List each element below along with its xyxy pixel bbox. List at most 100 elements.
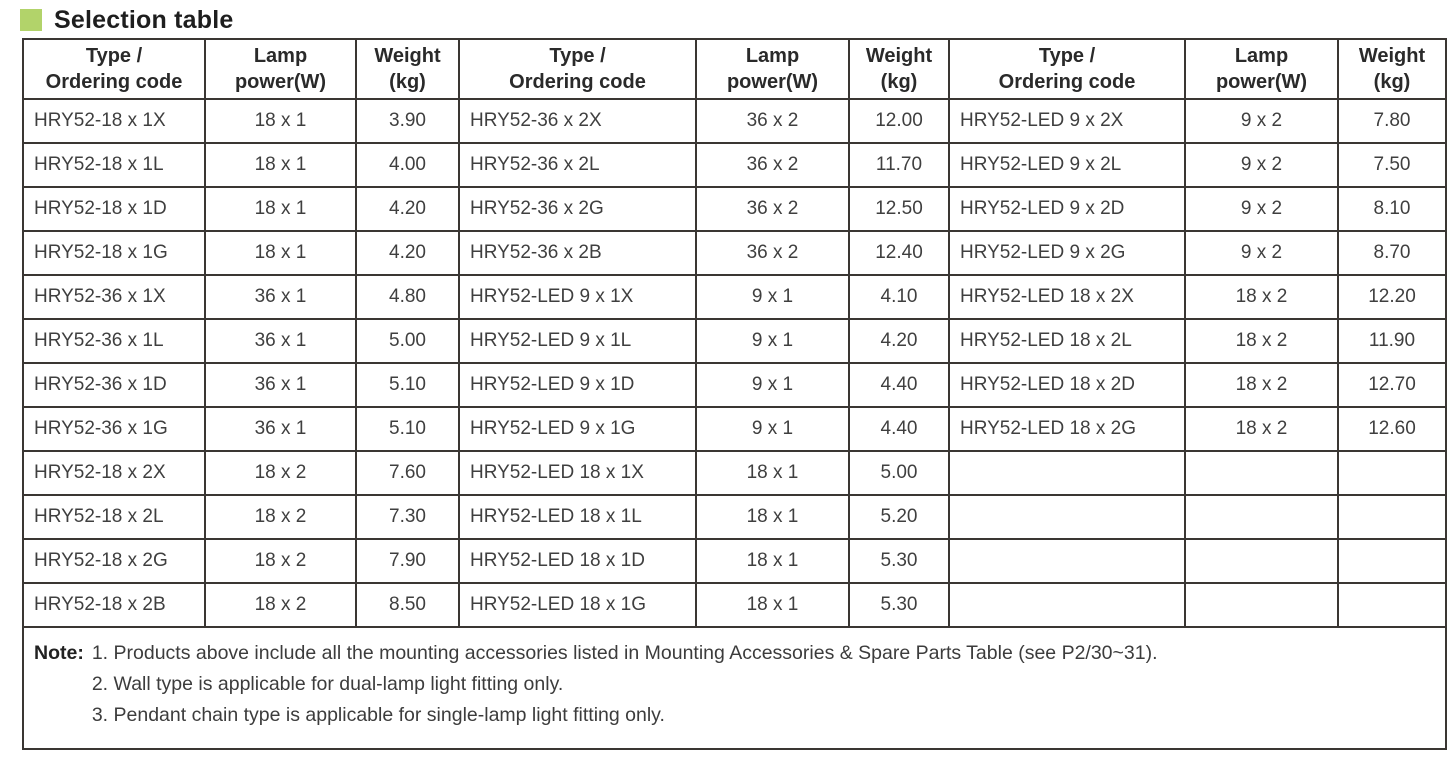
cell-ordering-code: HRY52-LED 18 x 2G — [948, 406, 1186, 452]
cell-weight — [1337, 450, 1447, 496]
column-header-weight: Weight (kg) — [848, 38, 950, 100]
cell-weight: 5.00 — [355, 318, 460, 364]
cell-ordering-code: HRY52-LED 18 x 2L — [948, 318, 1186, 364]
cell-weight: 5.10 — [355, 406, 460, 452]
cell-ordering-code: HRY52-LED 18 x 1X — [458, 450, 697, 496]
cell-lamp-power: 18 x 1 — [204, 98, 357, 144]
cell-ordering-code: HRY52-36 x 1X — [22, 274, 206, 320]
cell-lamp-power: 9 x 1 — [695, 318, 850, 364]
cell-weight: 8.70 — [1337, 230, 1447, 276]
cell-lamp-power: 36 x 2 — [695, 230, 850, 276]
cell-weight: 4.80 — [355, 274, 460, 320]
cell-ordering-code: HRY52-LED 9 x 1G — [458, 406, 697, 452]
cell-weight: 5.20 — [848, 494, 950, 540]
selection-table-header: Type / Ordering code Lamp power(W) Weight … — [22, 38, 1447, 100]
cell-lamp-power: 18 x 1 — [204, 186, 357, 232]
table-row: HRY52-18 x 2X 18 x 2 7.60 HRY52-LED 18 x 1X… — [22, 450, 1447, 496]
cell-weight: 5.10 — [355, 362, 460, 408]
cell-ordering-code: HRY52-LED 18 x 1G — [458, 582, 697, 628]
cell-lamp-power — [1184, 494, 1339, 540]
cell-weight: 7.30 — [355, 494, 460, 540]
cell-lamp-power: 18 x 1 — [695, 582, 850, 628]
cell-ordering-code: HRY52-18 x 2B — [22, 582, 206, 628]
cell-ordering-code: HRY52-LED 9 x 2G — [948, 230, 1186, 276]
cell-lamp-power: 9 x 2 — [1184, 230, 1339, 276]
cell-weight: 12.60 — [1337, 406, 1447, 452]
cell-weight: 4.20 — [848, 318, 950, 364]
cell-weight — [1337, 582, 1447, 628]
column-header-type: Type / Ordering code — [458, 38, 697, 100]
cell-ordering-code: HRY52-LED 9 x 2L — [948, 142, 1186, 188]
cell-weight: 7.90 — [355, 538, 460, 584]
cell-lamp-power — [1184, 538, 1339, 584]
cell-lamp-power: 18 x 2 — [1184, 406, 1339, 452]
cell-ordering-code: HRY52-18 x 2L — [22, 494, 206, 540]
cell-lamp-power: 18 x 1 — [204, 142, 357, 188]
cell-ordering-code: HRY52-LED 9 x 2X — [948, 98, 1186, 144]
table-row: HRY52-18 x 1X 18 x 1 3.90 HRY52-36 x 2X 36 x… — [22, 98, 1447, 144]
selection-table-footer: Note: 1. Products above include all the … — [22, 626, 1447, 750]
column-header-type: Type / Ordering code — [22, 38, 206, 100]
cell-ordering-code: HRY52-LED 9 x 1L — [458, 318, 697, 364]
table-row: HRY52-36 x 1D 36 x 1 5.10 HRY52-LED 9 x 1D 9… — [22, 362, 1447, 408]
cell-ordering-code: HRY52-36 x 2X — [458, 98, 697, 144]
cell-ordering-code: HRY52-36 x 1L — [22, 318, 206, 364]
cell-ordering-code: HRY52-LED 18 x 2X — [948, 274, 1186, 320]
cell-ordering-code: HRY52-36 x 1D — [22, 362, 206, 408]
note-row: Note: 1. Products above include all the … — [22, 626, 1447, 750]
cell-lamp-power: 18 x 2 — [1184, 362, 1339, 408]
cell-lamp-power: 36 x 1 — [204, 274, 357, 320]
cell-ordering-code: HRY52-18 x 1X — [22, 98, 206, 144]
cell-ordering-code — [948, 538, 1186, 584]
column-header-weight: Weight (kg) — [355, 38, 460, 100]
cell-weight: 7.80 — [1337, 98, 1447, 144]
section-bullet-icon — [20, 9, 42, 31]
cell-lamp-power: 18 x 1 — [695, 538, 850, 584]
table-row: HRY52-18 x 2G 18 x 2 7.90 HRY52-LED 18 x 1D… — [22, 538, 1447, 584]
note-item-2: 2. Wall type is applicable for dual-lamp… — [91, 673, 564, 696]
cell-weight: 5.30 — [848, 582, 950, 628]
table-row: HRY52-18 x 2L 18 x 2 7.30 HRY52-LED 18 x 1L… — [22, 494, 1447, 540]
note-item-1: 1. Products above include all the mounti… — [91, 642, 1158, 664]
cell-ordering-code: HRY52-36 x 1G — [22, 406, 206, 452]
cell-weight: 8.50 — [355, 582, 460, 628]
cell-lamp-power: 18 x 2 — [204, 450, 357, 496]
cell-weight: 11.90 — [1337, 318, 1447, 364]
cell-weight: 4.00 — [355, 142, 460, 188]
cell-ordering-code: HRY52-36 x 2L — [458, 142, 697, 188]
selection-table: Type / Ordering code Lamp power(W) Weight … — [22, 38, 1447, 750]
cell-weight: 8.10 — [1337, 186, 1447, 232]
cell-lamp-power: 36 x 1 — [204, 406, 357, 452]
cell-lamp-power: 9 x 2 — [1184, 98, 1339, 144]
cell-ordering-code — [948, 450, 1186, 496]
cell-lamp-power: 18 x 2 — [1184, 274, 1339, 320]
cell-lamp-power: 9 x 2 — [1184, 186, 1339, 232]
cell-lamp-power: 18 x 2 — [1184, 318, 1339, 364]
cell-weight: 12.50 — [848, 186, 950, 232]
cell-lamp-power: 9 x 2 — [1184, 142, 1339, 188]
cell-weight: 12.20 — [1337, 274, 1447, 320]
table-row: HRY52-18 x 1D 18 x 1 4.20 HRY52-36 x 2G 36 x… — [22, 186, 1447, 232]
cell-lamp-power: 18 x 1 — [695, 494, 850, 540]
cell-weight — [1337, 494, 1447, 540]
cell-weight: 5.00 — [848, 450, 950, 496]
cell-lamp-power: 36 x 2 — [695, 186, 850, 232]
cell-weight: 12.70 — [1337, 362, 1447, 408]
cell-lamp-power — [1184, 450, 1339, 496]
cell-ordering-code: HRY52-18 x 1G — [22, 230, 206, 276]
cell-ordering-code: HRY52-LED 9 x 1D — [458, 362, 697, 408]
cell-lamp-power: 18 x 2 — [204, 538, 357, 584]
section-header: Selection table — [0, 0, 1447, 34]
column-header-lamp-power: Lamp power(W) — [695, 38, 850, 100]
cell-ordering-code: HRY52-36 x 2B — [458, 230, 697, 276]
cell-weight: 12.00 — [848, 98, 950, 144]
column-header-lamp-power: Lamp power(W) — [1184, 38, 1339, 100]
cell-weight — [1337, 538, 1447, 584]
cell-lamp-power: 9 x 1 — [695, 362, 850, 408]
cell-weight: 5.30 — [848, 538, 950, 584]
cell-ordering-code: HRY52-LED 9 x 1X — [458, 274, 697, 320]
cell-weight: 3.90 — [355, 98, 460, 144]
table-row: HRY52-36 x 1G 36 x 1 5.10 HRY52-LED 9 x 1G 9… — [22, 406, 1447, 452]
column-header-lamp-power: Lamp power(W) — [204, 38, 357, 100]
cell-ordering-code — [948, 494, 1186, 540]
